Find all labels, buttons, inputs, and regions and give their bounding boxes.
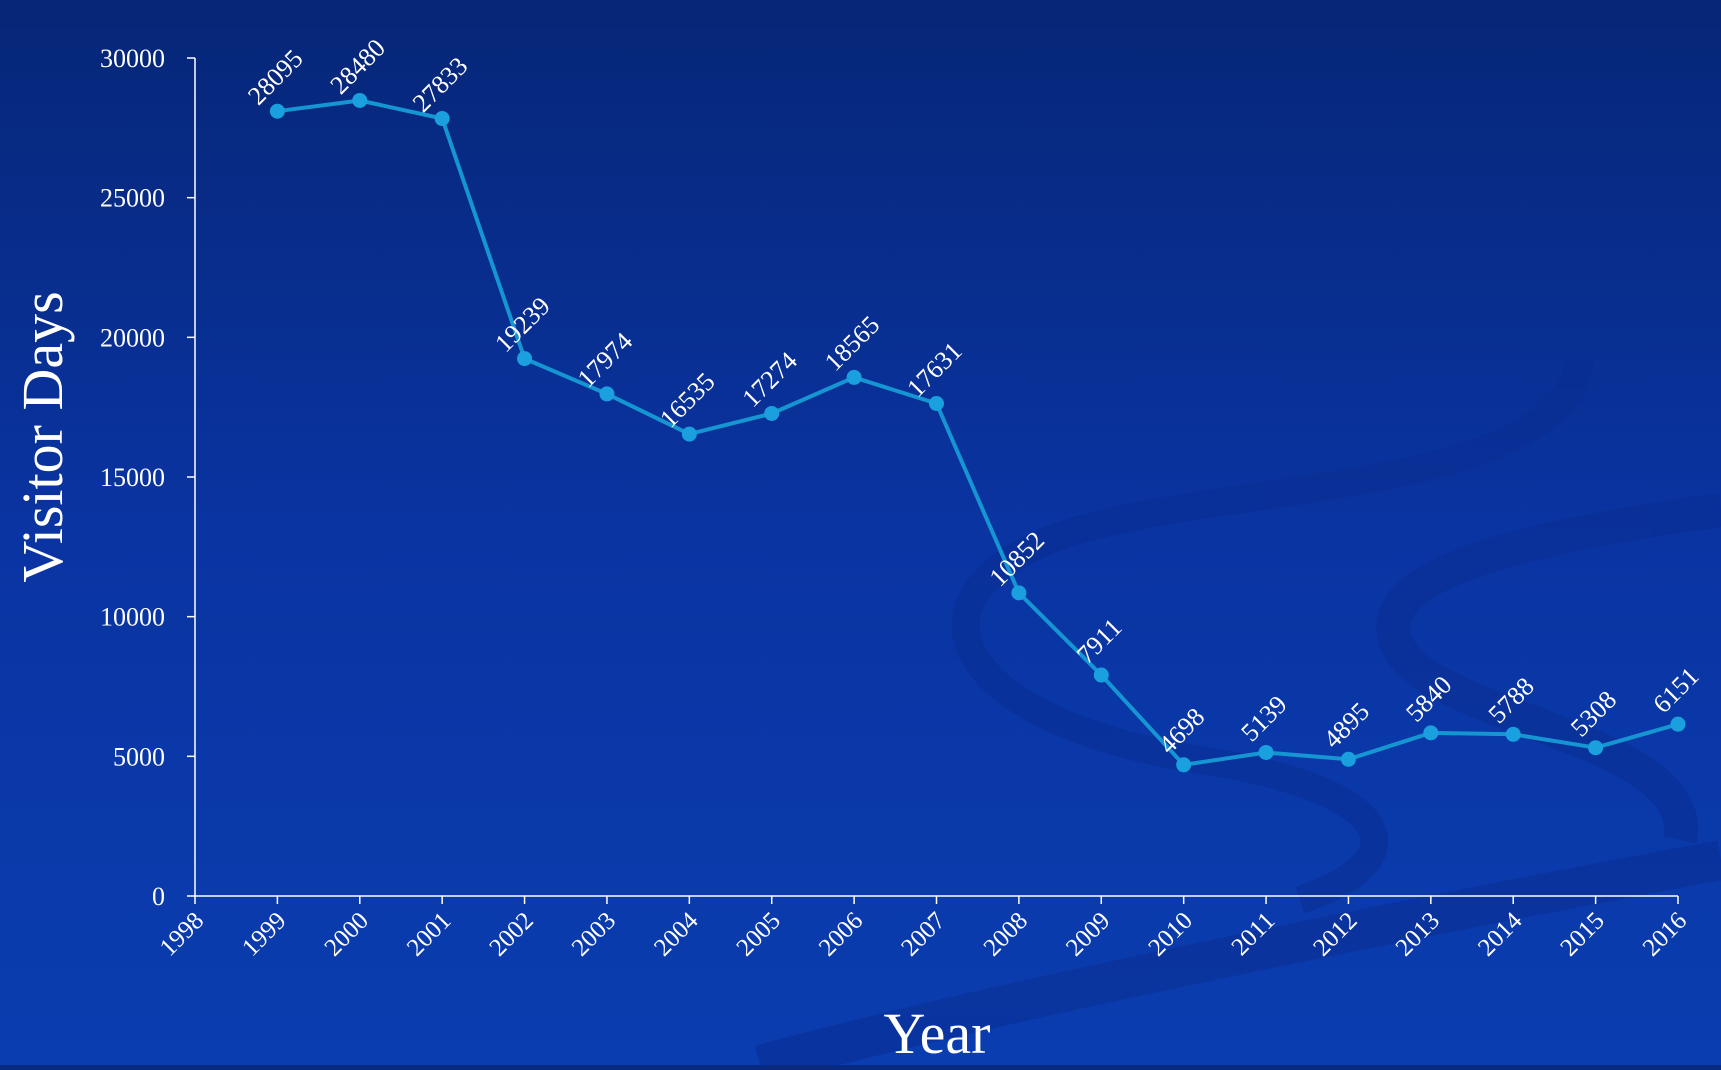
data-point [269,103,285,119]
data-point [681,426,697,442]
data-point [1176,757,1192,773]
x-axis-title: Year [884,1001,991,1065]
data-point [846,369,862,385]
data-point [599,386,615,402]
y-tick-label: 5000 [113,742,165,771]
series-line [277,98,1679,767]
data-point [1670,716,1686,732]
data-point [764,405,780,421]
data-point [352,92,368,108]
data-point [1340,751,1356,767]
data-point [434,111,450,127]
y-tick-label: 10000 [100,603,165,632]
y-axis-title: Visitor Days [10,291,75,582]
data-point [1423,725,1439,741]
y-tick-label: 20000 [100,323,165,352]
y-axis-ticks: 0 5000 10000 15000 20000 25000 30000 [100,44,195,911]
y-tick-label: 25000 [100,184,165,213]
y-tick-label: 15000 [100,463,165,492]
data-point [929,396,944,412]
data-point [517,351,533,367]
series-line-group [277,98,1679,767]
data-point [1505,726,1521,742]
series-points-group [269,92,1686,773]
data-point [1588,740,1604,756]
y-tick-label: 30000 [100,44,165,73]
y-tick-label: 0 [152,882,165,911]
data-point [1093,667,1109,683]
data-point [1258,744,1274,760]
background-swirl [754,357,1721,1070]
data-point [1011,585,1027,601]
